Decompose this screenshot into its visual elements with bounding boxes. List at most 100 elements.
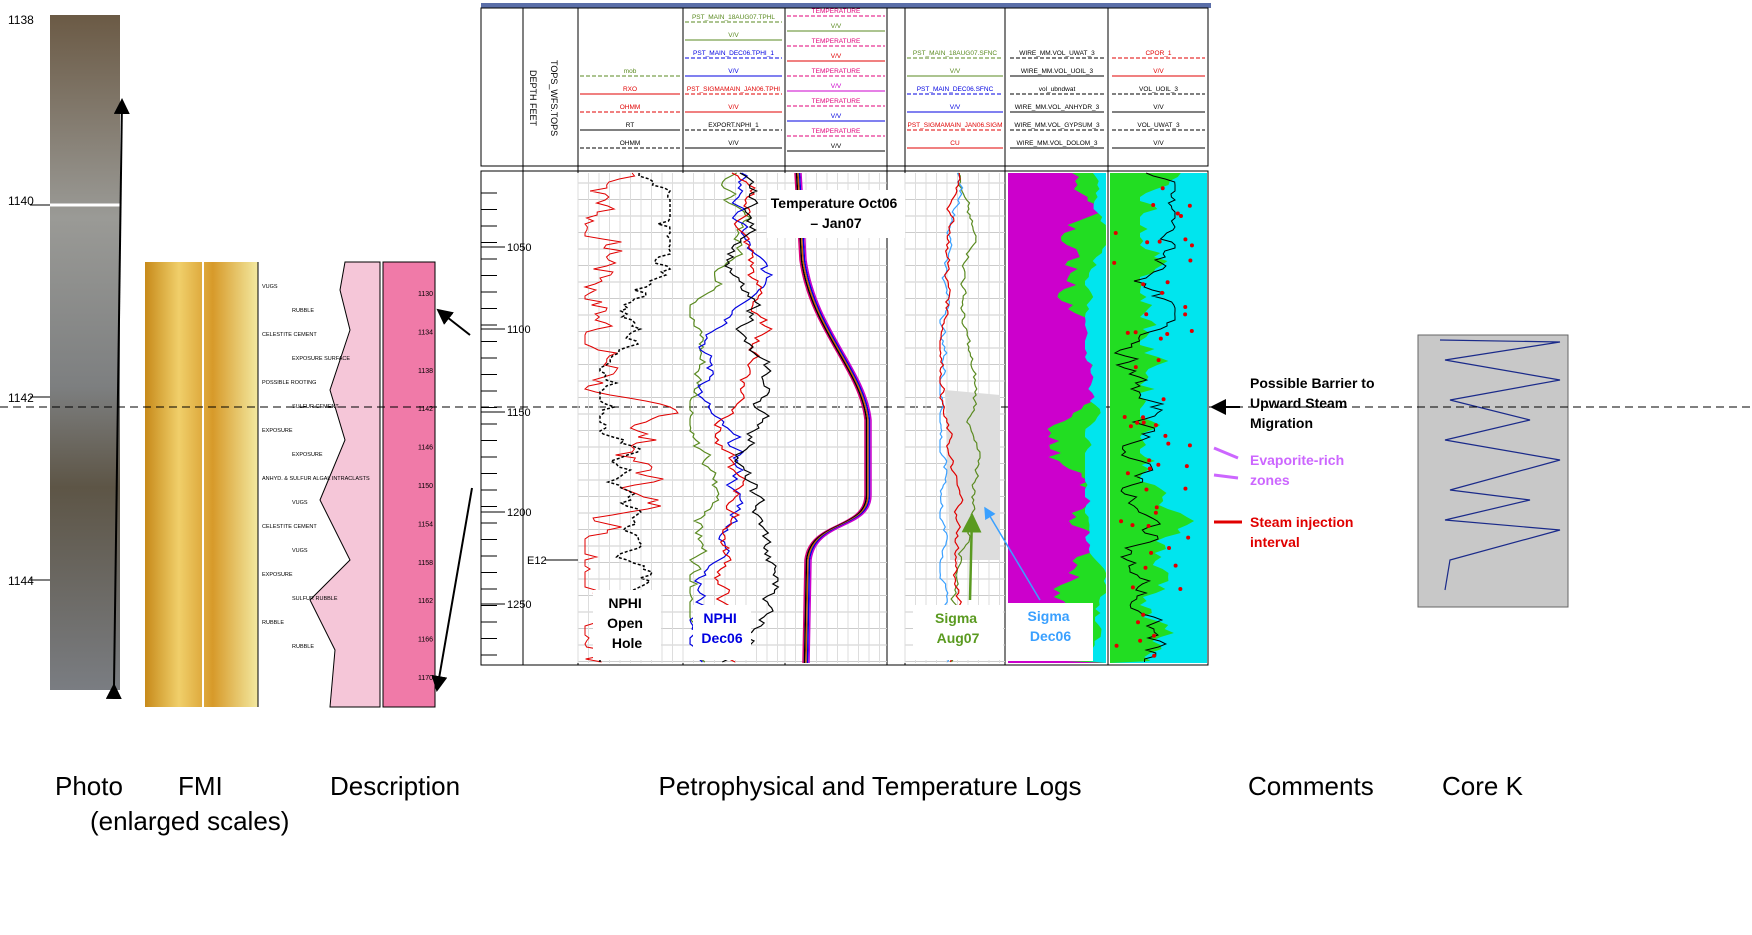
track-header: V/V: [831, 113, 842, 120]
track-header: RXO: [623, 86, 637, 93]
track-header: EXPORT.NPHI_1: [708, 122, 759, 129]
oil-fill: [1110, 173, 1195, 663]
temperature-curve: [800, 172, 872, 664]
top-marker: E12: [527, 555, 547, 567]
track-header: WIRE_MM.VOL_DOLOM_3: [1017, 140, 1098, 147]
arrow: [984, 506, 1041, 601]
caption: (enlarged scales): [90, 806, 289, 836]
core-porosity-point: [1167, 546, 1172, 551]
sigma-curve: [939, 172, 964, 663]
caption: Core K: [1442, 771, 1524, 801]
caption: Comments: [1248, 771, 1374, 801]
annotation: NPHI Dec06: [701, 610, 742, 646]
lithology-note: POSSIBLE ROOTING: [262, 380, 316, 386]
lithology-note: RUBBLE: [292, 308, 314, 314]
core-porosity-point: [1146, 523, 1151, 528]
depth-label: 1130: [418, 291, 433, 298]
core-porosity-point: [1160, 290, 1165, 295]
core-porosity-point: [1141, 612, 1146, 617]
core-porosity-point: [1156, 462, 1161, 467]
core-porosity-point: [1130, 585, 1135, 590]
core-porosity-point: [1144, 312, 1149, 317]
temperature-curve: [797, 172, 869, 664]
track-header: PST_MAIN_18AUG07.TPHL: [692, 14, 775, 21]
track-header: V/V: [728, 32, 739, 39]
track-header: WIRE_MM.VOL_UWAT_3: [1019, 50, 1095, 57]
depth-label: 1142: [8, 391, 34, 405]
core-porosity-point: [1165, 280, 1170, 285]
core-porosity-point: [1153, 510, 1158, 515]
core-porosity-point: [1166, 441, 1171, 446]
core-porosity-point: [1156, 358, 1161, 363]
annotation: NPHI Open Hole: [607, 595, 647, 651]
core-porosity-point: [1119, 519, 1124, 524]
depth-label: 1050: [507, 242, 531, 254]
annotation-box: [913, 605, 1003, 660]
lithology-note: CELESTITE CEMENT: [262, 332, 317, 338]
depth-label: 1250: [507, 599, 531, 611]
core-porosity-point: [1183, 486, 1188, 491]
core-porosity-point: [1144, 487, 1149, 492]
water-fill: [1085, 173, 1106, 663]
annotation-box: [1008, 603, 1093, 661]
core-porosity-point: [1133, 330, 1138, 335]
lithology-note: EXPOSURE: [292, 452, 323, 458]
track-header: PST_MAIN_DEC06.SFNC: [917, 86, 994, 93]
core-porosity-point: [1189, 243, 1194, 248]
track-header: V/V: [728, 140, 739, 147]
core-porosity-point: [1135, 420, 1140, 425]
track-header: VOL_UOIL_3: [1139, 86, 1178, 93]
nphi-curve: [689, 172, 774, 663]
core-porosity-point: [1188, 258, 1193, 263]
core-porosity-point: [1161, 397, 1166, 402]
track-header: WIRE_MM.VOL_UOIL_3: [1021, 68, 1094, 75]
depth-label: 1166: [418, 637, 433, 644]
core-porosity-point: [1112, 260, 1117, 265]
track-header: V/V: [728, 68, 739, 75]
core-porosity-point: [1114, 643, 1119, 648]
track-header: TEMPERATURE: [812, 38, 861, 45]
core-porosity-point: [1113, 230, 1118, 235]
core-porosity-point: [1138, 638, 1143, 643]
core-porosity-point: [1135, 620, 1140, 625]
core-porosity-point: [1147, 458, 1152, 463]
tops-header: TOPS_WFS.TOPS: [549, 60, 559, 136]
depth-label: 1150: [507, 407, 531, 419]
track-header: V/V: [1153, 140, 1164, 147]
sigma-curve: [939, 172, 964, 663]
depth-label: 1134: [418, 329, 433, 336]
panel-bar: [481, 3, 1211, 8]
core-porosity-point: [1152, 653, 1157, 658]
lithology-note: RUBBLE: [292, 644, 314, 650]
core-porosity-point: [1183, 237, 1188, 242]
core-porosity-point: [1143, 565, 1148, 570]
core-porosity-point: [1158, 336, 1163, 341]
caption: FMI: [178, 771, 223, 801]
depth-label: 1158: [418, 560, 433, 567]
depth-label: 1170: [418, 675, 433, 682]
annotation-box: [693, 605, 751, 660]
core-porosity-point: [1152, 633, 1157, 638]
depth-label: 1100: [507, 324, 531, 336]
core-porosity-point: [1187, 203, 1192, 208]
caption: Description: [330, 771, 460, 801]
caption: Photo: [55, 771, 123, 801]
log-header: [480, 7, 1209, 167]
depth-label: 1138: [8, 13, 34, 27]
track-header: TEMPERATURE: [812, 8, 861, 15]
track-header: TEMPERATURE: [812, 128, 861, 135]
annotation: Sigma Aug07: [935, 610, 981, 646]
arrow: [1213, 446, 1239, 460]
core-porosity-point: [1151, 203, 1156, 208]
track-header: VOL_UWAT_3: [1137, 122, 1180, 129]
lithology-column: [309, 261, 381, 708]
arrow: [1213, 473, 1239, 480]
lithology-note: EXPOSURE: [262, 572, 293, 578]
annotation: Temperature Oct06 – Jan07: [771, 195, 901, 231]
arrow: [105, 98, 130, 700]
track-header: PST_MAIN_DEC06.TPHI_1: [693, 50, 774, 57]
core-porosity-point: [1153, 423, 1158, 428]
track-header: TEMPERATURE: [812, 68, 861, 75]
track-header: PST_MAIN_18AUG07.SFNC: [913, 50, 997, 57]
annotation: Sigma Dec06: [1028, 608, 1074, 644]
